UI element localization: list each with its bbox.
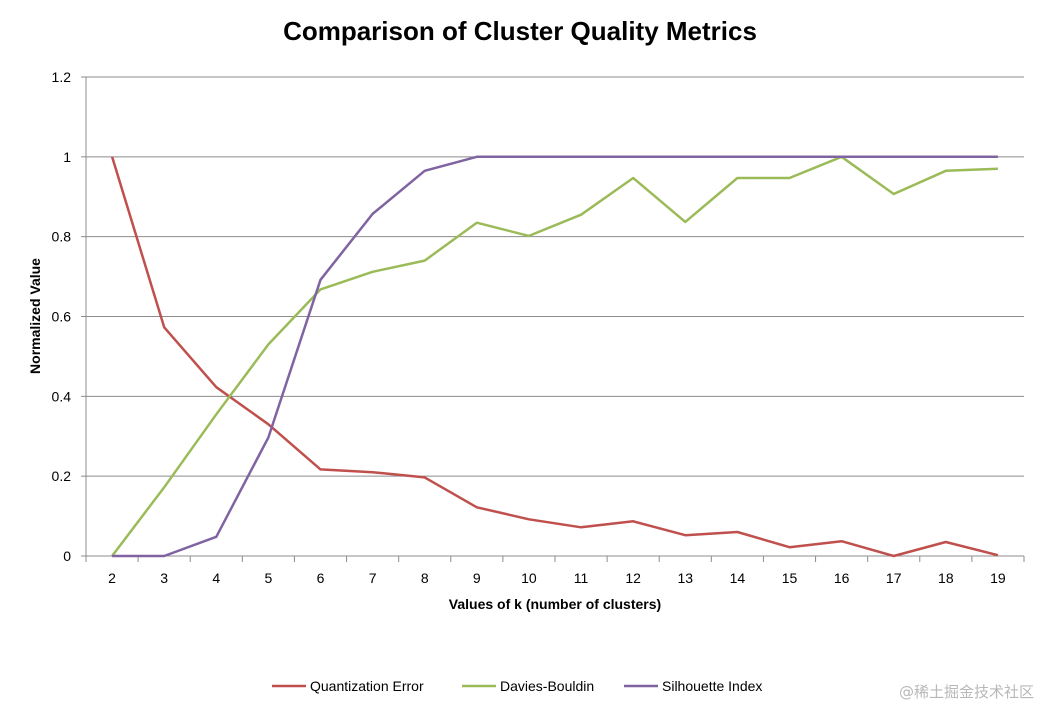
y-tick-label: 1 xyxy=(63,149,71,165)
y-tick-label: 0 xyxy=(63,548,71,564)
watermark: @稀土掘金技术社区 xyxy=(899,683,1034,701)
x-tick-label: 10 xyxy=(521,570,537,586)
y-tick-label: 1.2 xyxy=(52,69,72,85)
x-tick-label: 4 xyxy=(212,570,220,586)
y-tick-label: 0.6 xyxy=(52,309,72,325)
x-tick-label: 7 xyxy=(369,570,377,586)
x-tick-label: 11 xyxy=(574,570,589,586)
axes xyxy=(85,77,1024,557)
y-tick-label: 0.8 xyxy=(52,229,72,245)
legend: Quantization Error Davies-Bouldin Silhouet… xyxy=(272,678,762,694)
x-tick-label: 5 xyxy=(264,570,272,586)
x-tick-label: 13 xyxy=(677,570,693,586)
x-tick-label: 17 xyxy=(886,570,902,586)
series-line-silhouette-index xyxy=(112,155,998,558)
x-tick-label: 16 xyxy=(834,570,850,586)
x-tick-label: 3 xyxy=(160,570,168,586)
x-tick-label: 14 xyxy=(730,570,746,586)
x-tick-label: 8 xyxy=(421,570,429,586)
x-tick-label: 18 xyxy=(938,570,954,586)
x-tick-label: 12 xyxy=(625,570,641,586)
x-axis-ticks: 2 3 4 5 6 7 8 9 10 11 12 13 14 15 16 17 18 19 xyxy=(85,556,1025,586)
legend-label-quantization-error: Quantization Error xyxy=(310,678,424,694)
y-axis-label: Normalized Value xyxy=(27,258,43,374)
series-line-quantization-error xyxy=(110,156,999,558)
x-tick-label: 15 xyxy=(782,570,798,586)
x-tick-label: 2 xyxy=(108,570,116,586)
y-tick-label: 0.4 xyxy=(52,388,72,404)
x-tick-label: 6 xyxy=(317,570,325,586)
series-line-davies-bouldin xyxy=(111,155,998,557)
legend-label-davies-bouldin: Davies-Bouldin xyxy=(500,678,594,694)
x-tick-label: 19 xyxy=(990,570,1006,586)
legend-label-silhouette-index: Silhouette Index xyxy=(662,678,762,694)
x-axis-label: Values of k (number of clusters) xyxy=(449,596,661,612)
series-lines xyxy=(110,155,999,558)
y-axis-ticks: 0 0.2 0.4 0.6 0.8 1 1.2 xyxy=(52,69,86,564)
gridlines xyxy=(86,76,1024,477)
y-tick-label: 0.2 xyxy=(52,468,72,484)
x-tick-label: 9 xyxy=(473,570,481,586)
chart-title: Comparison of Cluster Quality Metrics xyxy=(283,16,757,46)
